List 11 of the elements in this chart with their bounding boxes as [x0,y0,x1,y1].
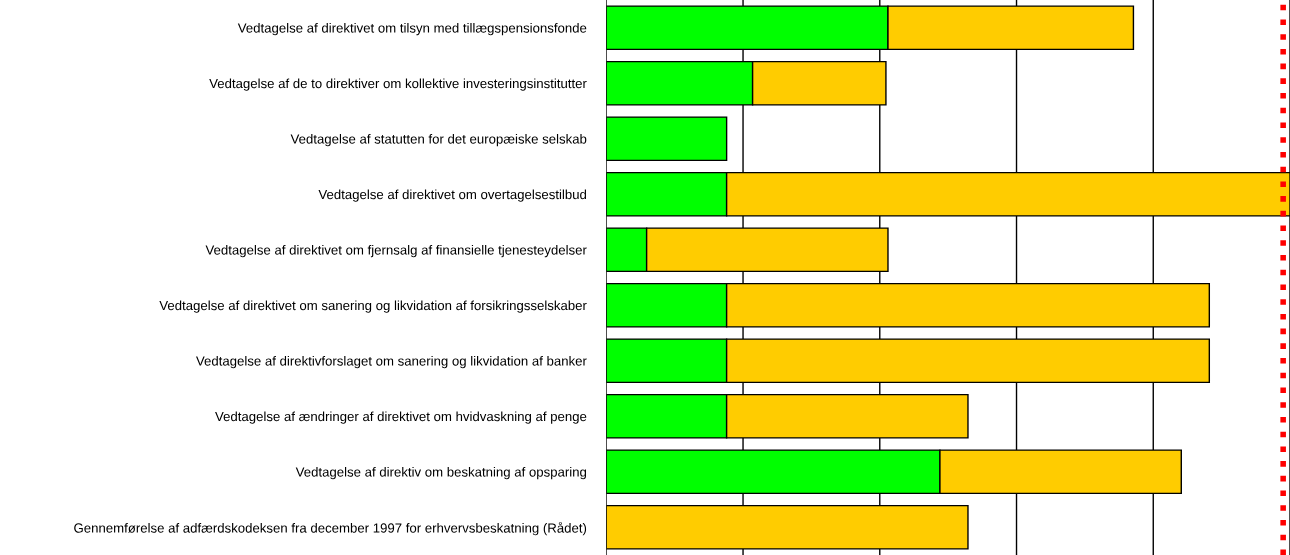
y-tick-label: Vedtagelse af direktivet om sanering og likvidation af forsikringsselskaber [159,300,587,313]
y-tick-label: Vedtagelse af direktivet om fjernsalg af finansielle tjenesteydelser [205,244,587,258]
y-tick-label: Vedtagelse af direktivforslaget om sanering og likvidation af banker [196,355,587,369]
y-tick-label: Vedtagelse af direktivet om overtagelsestilbud [318,189,587,202]
y-tick-label: Vedtagelse af direktivet om tilsyn med tillægspensionsfonde [237,22,587,36]
y-tick-label: Vedtagelse af de to direktiver om kollektive investeringsinstitutter [209,78,587,91]
y-tick-label: Vedtagelse af direktiv om beskatning af opsparing [295,466,587,480]
y-tick-label: Vedtagelse af ændringer af direktivet om hvidvaskning af penge [215,411,587,424]
y-tick-label: Vedtagelse af statutten for det europæiske selskab [290,133,587,147]
bar [606,116,728,162]
y-tick-label: Gennemførelse af adfærdskodeksen fra december 1997 for erhvervsbeskatning (Rådet) [74,521,587,536]
